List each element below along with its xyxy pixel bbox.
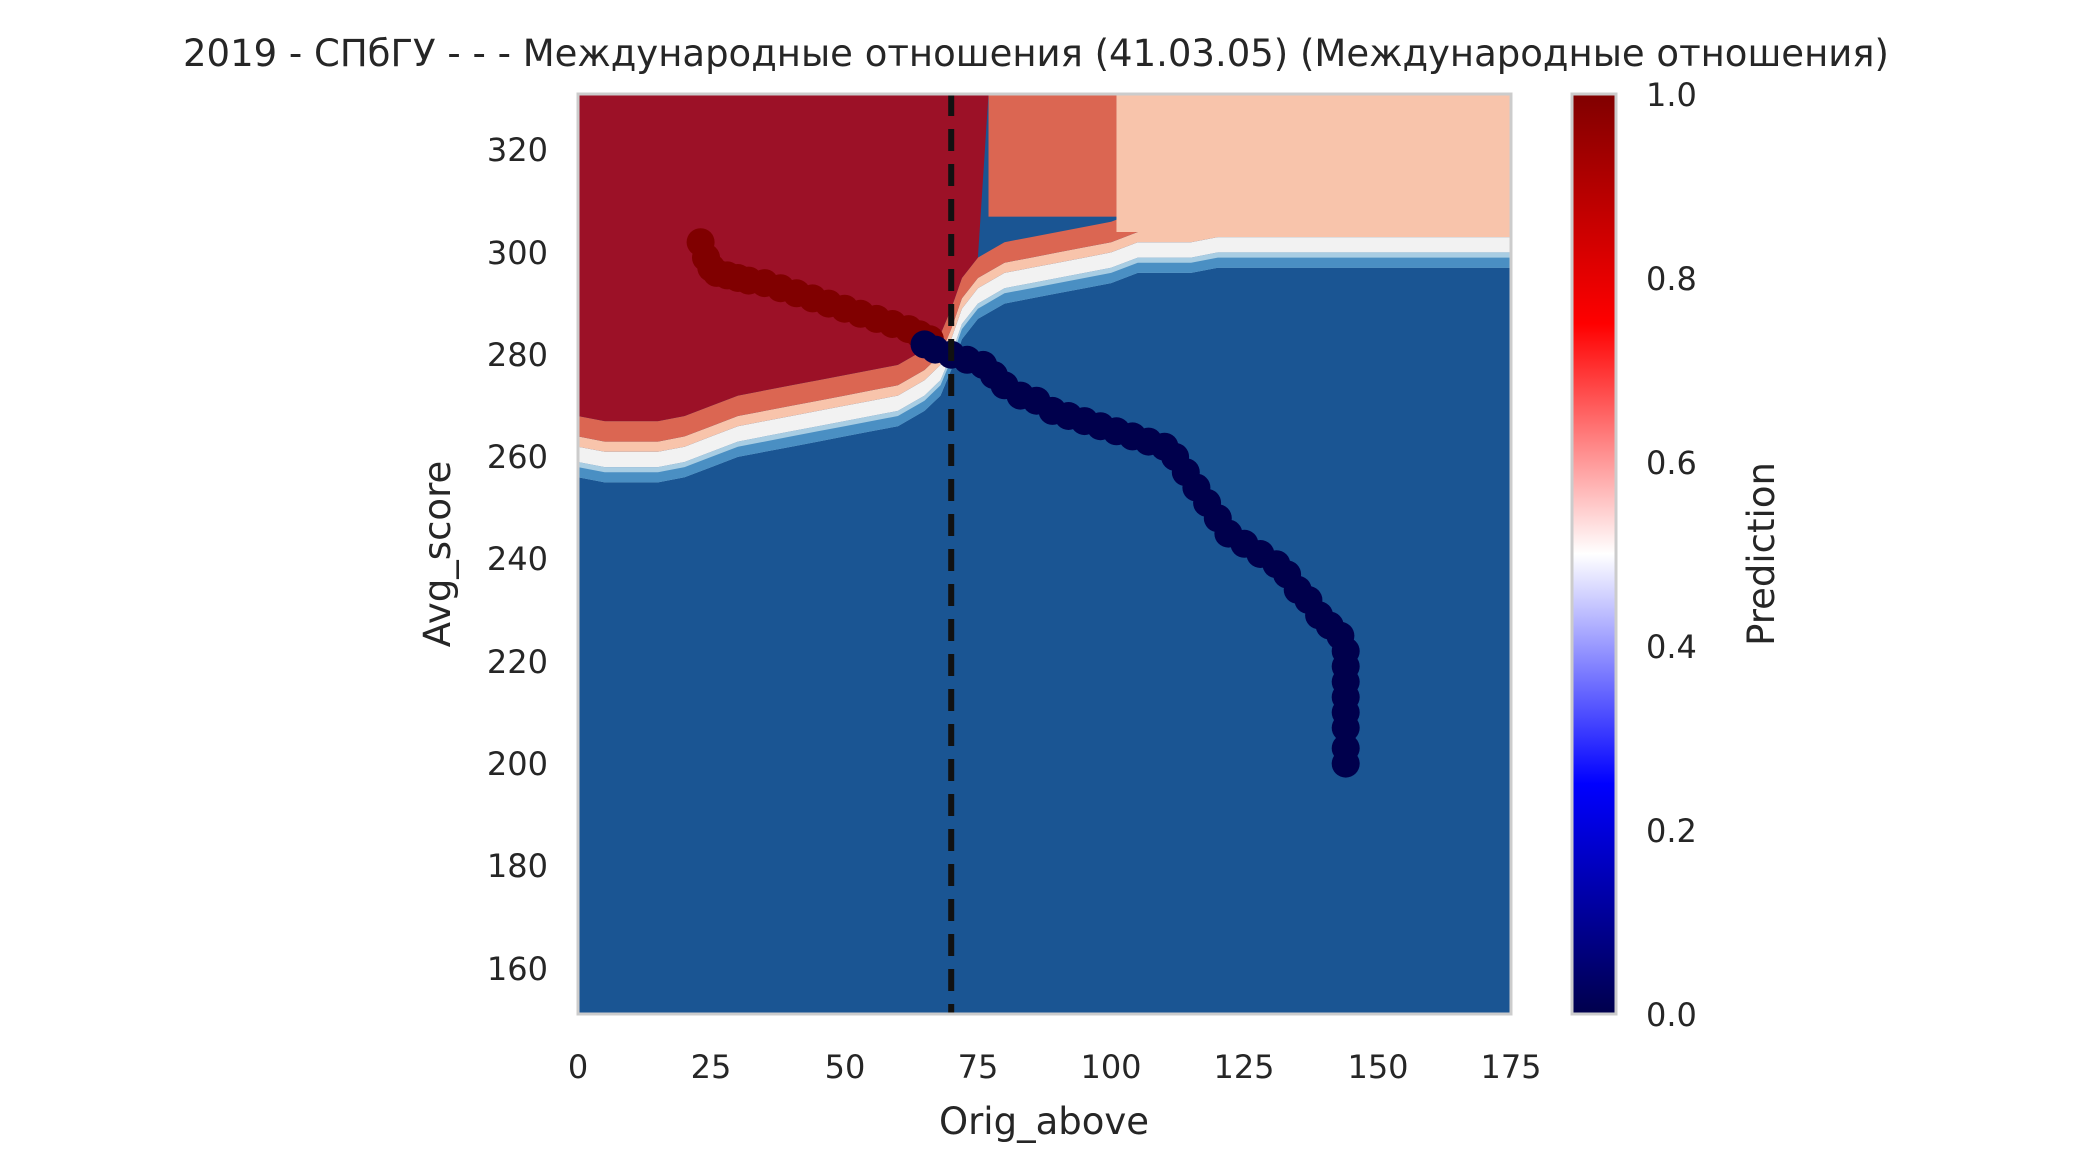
data-point: [1331, 749, 1360, 778]
x-tick-6: 150: [1347, 1048, 1408, 1086]
data-point: [1331, 713, 1360, 742]
plot-frame: [576, 92, 1513, 1016]
colorbar-label: Prediction: [1740, 462, 1783, 646]
x-axis-label: Orig_above: [939, 1100, 1149, 1143]
colorbar-gradient: [1570, 92, 1618, 1016]
chart-title: 2019 - СПбГУ - - - Международные отношен…: [183, 32, 1889, 75]
x-tick-5: 125: [1213, 1048, 1274, 1086]
x-tick-3: 75: [958, 1048, 999, 1086]
y-tick-280: 280: [487, 336, 548, 374]
y-axis: 160 180 200 220 240 260 280 300 320 Avg_…: [416, 131, 548, 988]
colorbar: 0.0 0.2 0.4 0.6 0.8 1.0 Prediction: [1570, 76, 1783, 1034]
x-tick-7: 175: [1480, 1048, 1541, 1086]
y-tick-300: 300: [487, 234, 548, 272]
y-axis-label: Avg_score: [416, 461, 459, 647]
colorbar-tick-3: 0.6: [1646, 444, 1697, 482]
y-tick-220: 220: [487, 643, 548, 681]
contour-band-salmon: [578, 206, 1511, 442]
colorbar-tick-4: 0.8: [1646, 260, 1697, 298]
contour-region-high: [578, 94, 989, 422]
contour-region: [578, 94, 1511, 1014]
y-tick-260: 260: [487, 438, 548, 476]
x-tick-4: 100: [1080, 1048, 1141, 1086]
x-tick-0: 0: [568, 1048, 588, 1086]
colorbar-tick-5: 1.0: [1646, 76, 1697, 114]
contour-region-light: [1116, 94, 1511, 232]
y-tick-240: 240: [487, 540, 548, 578]
colorbar-tick-0: 0.0: [1646, 996, 1697, 1034]
y-tick-320: 320: [487, 131, 548, 169]
colorbar-tick-1: 0.2: [1646, 812, 1697, 850]
y-tick-180: 180: [487, 847, 548, 885]
x-tick-2: 50: [825, 1048, 866, 1086]
colorbar-tick-2: 0.4: [1646, 628, 1697, 666]
x-tick-1: 25: [691, 1048, 732, 1086]
y-tick-160: 160: [487, 950, 548, 988]
y-tick-200: 200: [487, 745, 548, 783]
x-axis: 0 25 50 75 100 125 150 175 Orig_above: [568, 1048, 1542, 1143]
contour-strip-salmon: [988, 94, 1117, 217]
